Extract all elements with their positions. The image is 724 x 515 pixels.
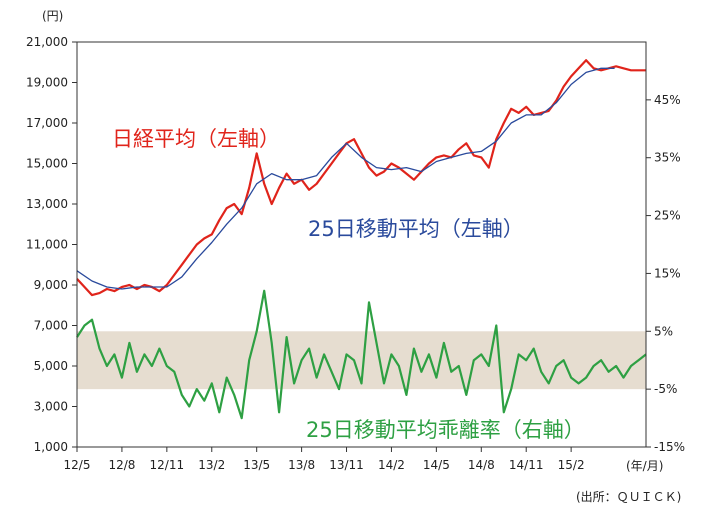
x-axis-unit: (年/月) <box>626 459 663 473</box>
left-tick-label: 21,000 <box>26 35 68 49</box>
left-axis-unit: (円) <box>42 9 63 23</box>
x-tick-label: 14/8 <box>468 458 495 472</box>
x-tick-label: 13/11 <box>329 458 364 472</box>
right-tick-label: 35% <box>654 151 681 165</box>
ma25-annotation: 25日移動平均（左軸） <box>308 217 524 241</box>
x-tick-label: 14/2 <box>378 458 405 472</box>
left-tick-label: 19,000 <box>26 76 68 90</box>
source-label: (出所：ＱＵＩＣＫ) <box>576 490 681 504</box>
x-tick-label: 14/5 <box>423 458 450 472</box>
left-tick-label: 15,000 <box>26 157 68 171</box>
left-tick-label: 9,000 <box>34 278 68 292</box>
right-tick-label: 25% <box>654 209 681 223</box>
x-tick-label: 13/5 <box>243 458 270 472</box>
deviation-line <box>76 289 647 420</box>
deviation-annotation: 25日移動平均乖離率（右軸） <box>306 418 585 442</box>
right-tick-label: 5% <box>654 324 673 338</box>
left-tick-label: 7,000 <box>34 319 68 333</box>
left-tick-label: 5,000 <box>34 359 68 373</box>
right-axis-ticks: -15% -5% 5% 15% 25% 35% 45% <box>646 93 685 454</box>
x-axis-ticks: 12/5 12/8 12/11 13/2 13/5 13/8 13/11 14/2 14/5 14… <box>64 447 585 472</box>
right-tick-label: 45% <box>654 93 681 107</box>
left-tick-label: 11,000 <box>26 238 68 252</box>
nikkei-annotation: 日経平均（左軸） <box>112 127 280 151</box>
right-tick-label: 15% <box>654 266 681 280</box>
x-tick-label: 12/11 <box>150 458 185 472</box>
x-tick-label: 12/8 <box>108 458 135 472</box>
x-tick-label: 12/5 <box>64 458 91 472</box>
left-tick-label: 17,000 <box>26 116 68 130</box>
x-tick-label: 14/11 <box>509 458 544 472</box>
x-tick-label: 13/8 <box>288 458 315 472</box>
series-lines <box>76 59 647 420</box>
x-tick-label: 13/2 <box>198 458 225 472</box>
ma25-line <box>76 67 615 290</box>
left-tick-label: 13,000 <box>26 197 68 211</box>
x-tick-label: 15/2 <box>558 458 585 472</box>
left-tick-label: 1,000 <box>34 440 68 454</box>
left-axis-ticks: 1,000 3,000 5,000 7,000 9,000 11,000 13,000 15,… <box>26 35 77 454</box>
right-tick-label: -15% <box>654 440 685 454</box>
left-tick-label: 3,000 <box>34 400 68 414</box>
right-tick-label: -5% <box>654 382 677 396</box>
